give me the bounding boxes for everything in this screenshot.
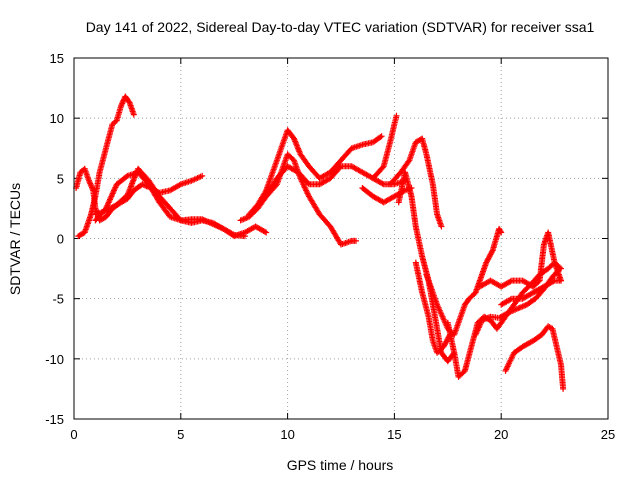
data-point [393, 112, 400, 119]
series-track-4 [92, 169, 248, 240]
data-point [379, 180, 386, 187]
x-tick-label: 15 [387, 427, 401, 442]
y-tick-label: -10 [45, 352, 64, 367]
data-point [377, 134, 384, 141]
data-point [558, 277, 564, 284]
y-tick-label: 15 [50, 51, 64, 66]
chart-title: Day 141 of 2022, Sidereal Day-to-day VTE… [86, 19, 595, 35]
data-point [130, 111, 137, 118]
data-point [378, 133, 385, 140]
series-track-7 [252, 163, 409, 212]
y-tick-label: 10 [50, 111, 64, 126]
series-track-10 [387, 135, 445, 230]
y-tick-label: 0 [57, 232, 64, 247]
data-point [263, 229, 270, 236]
x-tick-label: 25 [601, 427, 615, 442]
x-tick-label: 20 [494, 427, 508, 442]
data-point [438, 223, 445, 230]
y-tick-label: 5 [57, 171, 64, 186]
series-track-9 [370, 112, 400, 182]
data-points [73, 93, 567, 392]
data-point [261, 228, 268, 235]
data-point [241, 233, 248, 240]
series-track-12 [412, 259, 453, 356]
data-point [560, 385, 567, 392]
data-point [535, 278, 542, 285]
y-tick-label: -5 [52, 292, 64, 307]
series-track-15 [476, 229, 564, 290]
series-track-18 [472, 266, 562, 338]
y-tick-label: -15 [45, 412, 64, 427]
x-tick-label: 0 [70, 427, 77, 442]
plot-frame [73, 57, 609, 420]
tick-labels: 0 5 10 15 20 25 -15 -10 -5 0 5 10 15 [45, 51, 615, 442]
series-track-17 [502, 323, 567, 392]
grid [74, 58, 608, 419]
data-point [555, 266, 562, 273]
y-axis-label: SDTVAR / TECUs [7, 183, 23, 295]
data-point [229, 231, 236, 238]
data-point [497, 228, 504, 235]
series-track-11 [395, 169, 458, 365]
data-point [498, 229, 505, 236]
data-point [199, 172, 206, 179]
x-axis-label: GPS time / hours [287, 457, 394, 473]
series-track-2 [75, 93, 137, 240]
data-point [554, 268, 561, 274]
x-tick-label: 10 [280, 427, 294, 442]
data-point [176, 182, 183, 189]
data-point [353, 237, 359, 244]
x-tick-label: 5 [177, 427, 184, 442]
